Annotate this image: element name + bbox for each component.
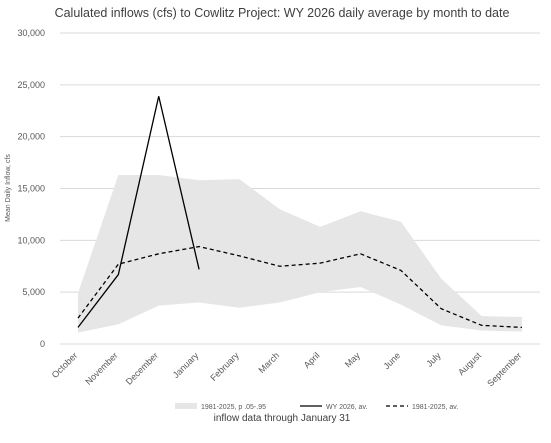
- x-tick-label: September: [485, 350, 523, 388]
- x-tick-label: June: [381, 350, 402, 371]
- x-tick-label: August: [456, 350, 483, 377]
- y-tick-label: 5,000: [22, 287, 45, 297]
- y-tick-label: 30,000: [17, 28, 45, 38]
- chart-title: Calulated inflows (cfs) to Cowlitz Proje…: [55, 6, 510, 20]
- x-tick-label: October: [50, 350, 80, 380]
- x-tick-label: November: [83, 350, 119, 386]
- x-ticks: October November December January February Ma…: [50, 350, 524, 389]
- data-note: inflow data through January 31: [214, 413, 351, 424]
- y-axis-label: Mean Daily Inflow, cfs: [5, 154, 12, 222]
- legend-label: 1981-2025, p .05-.95: [201, 404, 266, 411]
- percentile-band: [78, 175, 522, 333]
- x-tick-label: February: [208, 350, 241, 383]
- y-tick-label: 10,000: [17, 235, 45, 245]
- x-tick-label: January: [171, 350, 201, 380]
- legend-swatch-band: [175, 403, 197, 409]
- y-ticks: 0 5,000 10,000 15,000 20,000 25,000 30,000: [17, 28, 45, 349]
- y-tick-label: 20,000: [17, 132, 45, 142]
- x-tick-label: July: [424, 350, 443, 369]
- series-line: [77, 245, 523, 329]
- x-tick-label: December: [124, 350, 160, 386]
- x-tick-label: March: [256, 350, 281, 375]
- x-tick-label: April: [302, 350, 322, 370]
- x-tick-label: May: [343, 350, 362, 369]
- y-tick-label: 25,000: [17, 80, 45, 90]
- legend-label: WY 2026, av.: [326, 404, 367, 411]
- series-lines: [77, 96, 523, 329]
- legend-label: 1981-2025, av.: [412, 404, 458, 411]
- y-tick-label: 0: [40, 339, 45, 349]
- legend: 1981-2025, p .05-.95 WY 2026, av. 1981-202…: [175, 403, 458, 411]
- y-tick-label: 15,000: [17, 184, 45, 194]
- band-area: [78, 175, 522, 333]
- series-line: [77, 96, 200, 328]
